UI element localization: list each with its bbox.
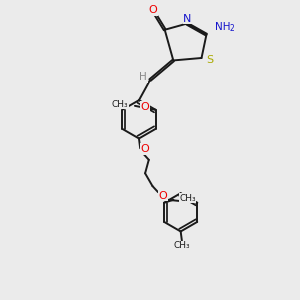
Text: CH₃: CH₃ <box>179 194 196 203</box>
Text: CH₃: CH₃ <box>174 241 190 250</box>
Text: O: O <box>148 5 157 15</box>
Text: O: O <box>140 102 149 112</box>
Text: NH: NH <box>214 22 230 32</box>
Text: O: O <box>140 144 149 154</box>
Text: O: O <box>159 190 167 201</box>
Text: H: H <box>139 72 147 82</box>
Text: 2: 2 <box>230 24 234 33</box>
Text: N: N <box>183 14 191 24</box>
Text: CH₃: CH₃ <box>111 100 128 109</box>
Text: S: S <box>206 55 213 65</box>
